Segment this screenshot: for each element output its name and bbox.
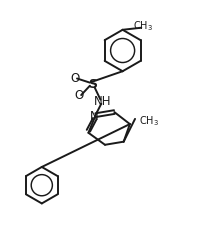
Text: CH$_3$: CH$_3$: [139, 114, 159, 128]
Text: S: S: [88, 78, 97, 91]
Text: NH: NH: [94, 95, 112, 108]
Text: O: O: [70, 72, 80, 85]
Text: O: O: [75, 89, 84, 102]
Text: CH$_3$: CH$_3$: [133, 19, 153, 32]
Text: N: N: [90, 110, 99, 123]
